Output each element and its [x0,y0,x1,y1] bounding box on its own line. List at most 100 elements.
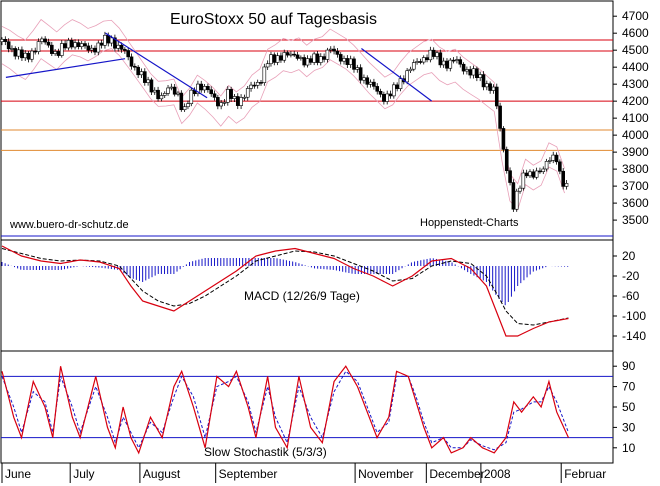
candle-body [162,93,167,96]
candle-body [20,49,24,59]
candle-body [53,51,57,54]
watermark-left: www.buero-dr-schutz.de [9,219,129,231]
candle-body [133,65,137,68]
candle-body [458,59,463,65]
y-tick-label: 3500 [622,213,649,227]
candle-body [156,89,160,100]
candle-body [212,93,217,98]
candle-body [415,61,419,63]
month-label: July [73,467,94,481]
candle-body [146,79,150,83]
y-tick-label: 20 [622,249,636,263]
candle-body [113,37,117,49]
candle-body [471,68,476,76]
chart-frame [0,0,614,464]
candle-body [179,92,184,111]
candle-body [189,89,194,104]
candle-body [355,67,360,70]
candle-body [468,69,473,76]
candle-body [315,53,320,63]
candle-body [345,58,350,65]
candle-body [461,63,466,72]
candle-body [521,172,526,189]
upper-band-line [1,18,565,185]
candle-body [388,93,393,97]
candle-body [395,84,399,89]
candle-body [209,89,214,95]
y-tick-label: 3800 [622,162,649,176]
month-label: December [429,467,484,481]
candle-body [136,66,140,76]
y-tick-label: 4200 [622,94,649,108]
candle-body [46,41,51,46]
candle-body [551,154,556,161]
candle-body [438,52,443,66]
candle-body [382,94,386,102]
candle-body [435,52,439,57]
candle-body [206,86,210,90]
candle-body [564,183,569,187]
candle-body [76,42,81,48]
candle-body [16,49,21,57]
candle-body [352,58,356,70]
candle-body [445,60,449,69]
y-tick-label: -100 [622,309,646,323]
candle-body [219,102,223,107]
candle-body [109,37,114,44]
candle-body [269,54,273,65]
candle-body [169,86,174,89]
stochastic-label: Slow Stochastik (5/3/3) [204,445,327,459]
candle-body [36,41,41,52]
candle-body [332,48,336,52]
candle-body [338,54,343,62]
candle-body [282,52,287,61]
candle-body [481,74,486,88]
candle-body [514,190,519,210]
y-tick-label: 90 [622,359,636,373]
candle-body [79,43,84,48]
y-tick-label: 70 [622,380,636,394]
candle-body [465,69,469,72]
candle-body [451,59,456,62]
candle-body [93,47,97,53]
candle-body [408,68,413,72]
candle-body [441,60,446,66]
candle-body [83,43,87,47]
candle-body [159,95,164,100]
candle-body [275,55,280,63]
candle-body [541,168,546,172]
candle-body [86,45,91,51]
candle-body [375,86,380,92]
y-tick-label: -20 [622,269,640,283]
candle-body [342,58,346,62]
candle-body [534,170,539,178]
candle-body [26,52,31,60]
candle-body [272,54,277,63]
candle-body [491,86,496,91]
y-tick-label: 10 [622,441,636,455]
y-tick-label: 4400 [622,60,649,74]
candle-body [176,92,180,95]
candle-body [152,89,157,93]
candle-body [309,58,313,63]
candle-body [558,161,562,172]
stochastic-k-line [1,365,570,455]
candle-body [405,70,409,83]
month-label: November [358,467,413,481]
candle-body [43,38,47,43]
candle-body [538,170,542,173]
candle-body [392,84,396,97]
y-tick-label: 4100 [622,111,649,125]
candle-body [328,48,333,51]
month-label: August [143,467,181,481]
candle-body [239,97,243,106]
candle-body [202,86,207,91]
candle-body [59,43,64,56]
candle-body [229,89,233,99]
candle-body [478,74,482,79]
y-tick-label: 4600 [622,26,649,40]
candle-body [119,44,124,50]
candle-body [73,42,77,48]
month-label: September [219,467,278,481]
